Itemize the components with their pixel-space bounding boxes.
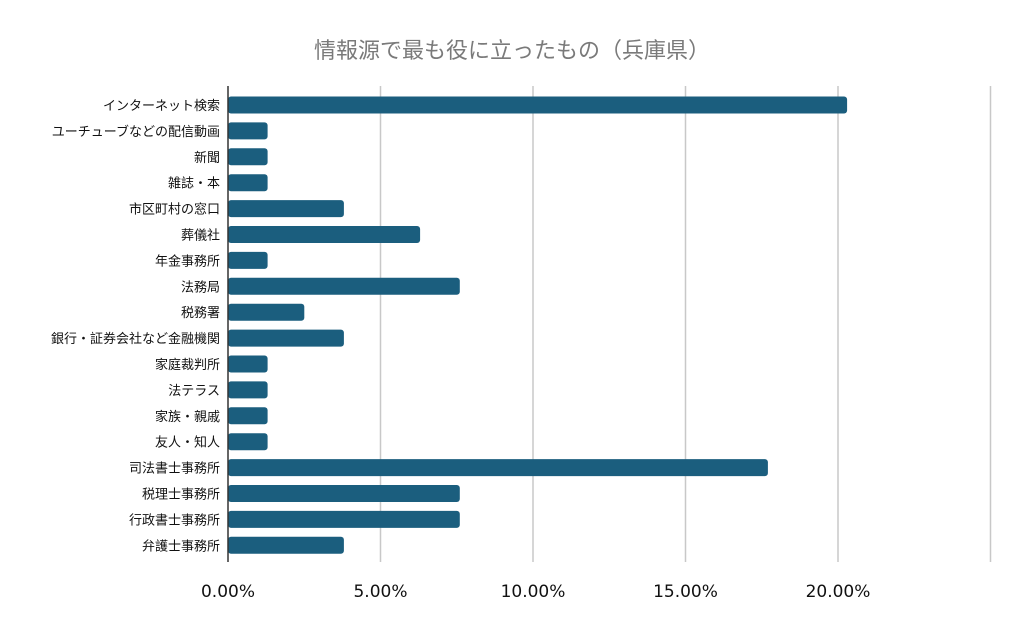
x-tick-label: 5.00% <box>353 582 407 602</box>
x-tick-label: 10.00% <box>501 582 566 602</box>
category-label: インターネット検索 <box>103 99 220 114</box>
bar <box>228 381 268 399</box>
category-label: 新聞 <box>194 150 220 166</box>
x-tick-label: 15.00% <box>653 582 718 602</box>
category-label: 税務署 <box>181 306 220 321</box>
category-labels: インターネット検索ユーチューブなどの配信動画新聞雑誌・本市区町村の窓口葬儀社年金… <box>51 99 220 554</box>
category-label: 家庭裁判所 <box>155 357 220 373</box>
bar <box>228 329 344 347</box>
category-label: 法務局 <box>181 280 220 295</box>
category-label: 友人・知人 <box>155 435 220 451</box>
category-label: 年金事務所 <box>155 253 220 269</box>
category-label: 葬儀社 <box>181 228 220 244</box>
category-label: 雑誌・本 <box>168 176 220 192</box>
bar <box>228 251 268 269</box>
bar <box>228 459 768 477</box>
bar <box>228 536 344 554</box>
bar <box>228 200 344 218</box>
category-label: ユーチューブなどの配信動画 <box>52 124 220 140</box>
category-label: 市区町村の窓口 <box>129 202 220 218</box>
bar <box>228 148 268 166</box>
bar <box>228 174 268 192</box>
category-label: 税理士事務所 <box>142 488 220 503</box>
category-label: 法テラス <box>168 384 220 399</box>
category-label: 司法書士事務所 <box>129 462 220 477</box>
category-label: 家族・親戚 <box>155 409 220 425</box>
category-label: 行政書士事務所 <box>129 513 220 528</box>
category-label: 弁護士事務所 <box>142 538 220 554</box>
bars <box>228 96 848 554</box>
bar <box>228 407 268 425</box>
bar <box>228 277 460 295</box>
bar <box>228 485 460 502</box>
bar <box>228 226 421 243</box>
category-label: 銀行・証券会社など金融機関 <box>51 331 220 347</box>
bar <box>228 433 268 451</box>
bar <box>228 303 305 321</box>
gridlines <box>379 86 992 562</box>
bar <box>228 355 268 373</box>
chart-title: 情報源で最も役に立ったもの（兵庫県） <box>314 39 710 64</box>
bar <box>228 122 268 140</box>
bar <box>228 510 460 528</box>
x-tick-labels: 0.00% 5.00% 10.00% 15.00% 20.00% <box>201 582 870 602</box>
bar <box>228 96 848 114</box>
x-tick-label: 20.00% <box>806 582 871 602</box>
x-tick-label: 0.00% <box>201 582 255 602</box>
